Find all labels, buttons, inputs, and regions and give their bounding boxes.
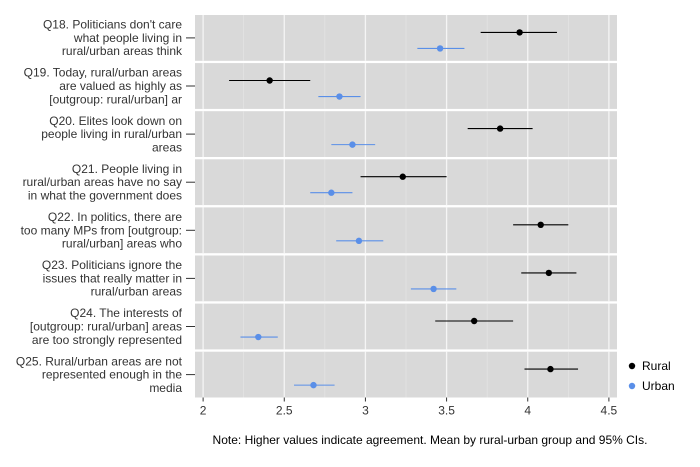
legend-key-rural <box>628 362 636 370</box>
question-label-line: Q18. Politicians don't care <box>43 18 182 32</box>
x-tick-label: 2 <box>200 404 207 418</box>
urban-mean-point <box>310 381 317 389</box>
rural-mean-point <box>399 173 406 180</box>
x-tick-label: 2.5 <box>276 404 293 418</box>
x-tick-label: 3.5 <box>438 404 455 418</box>
rural-mean-point <box>516 29 523 36</box>
question-label-line: Q22. In politics, there are <box>48 210 182 224</box>
question-label-line: are valued as highly as <box>59 79 182 93</box>
urban-mean-point <box>328 189 335 196</box>
question-label-line: represented enough in the <box>42 368 182 382</box>
legend-label-urban: Urban <box>642 379 675 393</box>
question-label-line: what people living in <box>73 31 182 45</box>
x-tick-label: 4.5 <box>601 404 618 418</box>
question-label-line: too many MPs from [outgroup: <box>21 223 182 237</box>
question-label-line: are too strongly represented <box>32 333 182 347</box>
legend-key-urban <box>628 382 636 390</box>
chart-note: Note: Higher values indicate agreement. … <box>213 433 648 447</box>
question-label-line: rural/urban areas <box>91 285 182 299</box>
legend-label-rural: Rural <box>642 359 671 373</box>
question-label-line: media <box>149 381 182 395</box>
question-label-line: people living in rural/urban <box>41 127 182 141</box>
question-label-line: rural/urban] areas who <box>62 237 182 251</box>
question-label-line: in what the government does <box>28 189 182 203</box>
question-label-line: Q20. Elites look down on <box>49 114 182 128</box>
rural-mean-point <box>470 317 478 325</box>
question-label-line: [outgroup: rural/urban] areas <box>30 320 182 334</box>
question-label-line: Q25. Rural/urban areas are not <box>16 354 183 368</box>
x-axis: 2 2.5 3 3.5 4 4.5 <box>200 397 618 418</box>
rural-mean-point <box>545 269 553 277</box>
question-label-line: Q23. Politicians ignore the <box>42 258 182 272</box>
rural-mean-point <box>266 77 273 84</box>
urban-mean-point <box>430 285 437 293</box>
urban-mean-point <box>355 237 363 245</box>
urban-mean-point <box>349 141 356 148</box>
rural-mean-point <box>496 125 504 132</box>
legend: Rural Urban <box>628 359 675 393</box>
question-label-line: [outgroup: rural/urban] ar <box>49 92 182 106</box>
question-label-line: areas <box>152 140 182 154</box>
rural-mean-point <box>547 365 554 373</box>
x-tick-label: 4 <box>524 404 531 418</box>
urban-mean-point <box>336 93 343 100</box>
chart-marks <box>229 29 579 389</box>
question-label-line: Q21. People living in <box>72 162 182 176</box>
facet-panels <box>195 15 617 398</box>
question-label-line: rural/urban areas think <box>62 44 183 58</box>
question-label-line: issues that really matter in <box>43 271 182 285</box>
urban-mean-point <box>436 45 444 52</box>
question-label-line: Q19. Today, rural/urban areas <box>24 66 182 80</box>
question-label-line: Q24. The interests of <box>70 306 183 320</box>
x-tick-label: 3 <box>362 404 369 418</box>
question-label-line: rural/urban areas have no say <box>23 175 182 189</box>
rural-mean-point <box>537 221 544 229</box>
urban-mean-point <box>255 333 262 341</box>
